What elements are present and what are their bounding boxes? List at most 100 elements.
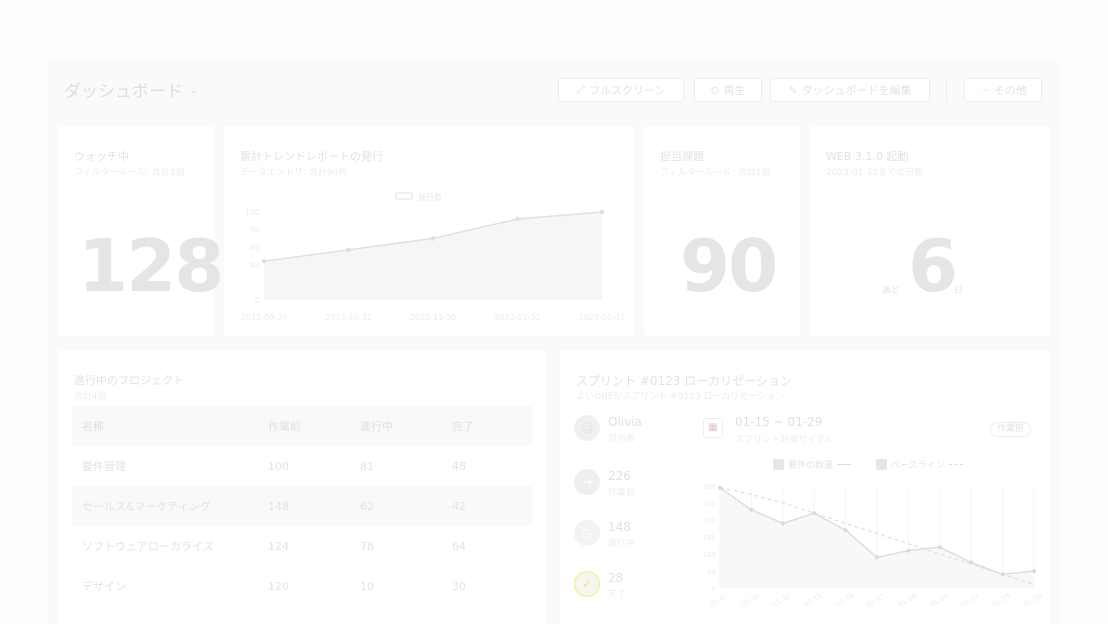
edit-dashboard-button[interactable]: ✎ ダッシュボードを編集 — [770, 78, 930, 102]
legend-baseline[interactable]: ベースライン — [876, 458, 963, 471]
card-subtitle: 2023-01-22までの日数 — [826, 168, 924, 178]
legend-label: ベースライン — [891, 461, 945, 471]
assigned-card[interactable]: 担当課題 フィルタールール: 合計1個 90 — [644, 126, 800, 336]
edit-label: ダッシュボードを編集 — [801, 84, 912, 97]
todo-value: 226 — [608, 469, 631, 483]
play-button[interactable]: ⊙ 再生 — [694, 78, 762, 102]
y-tick-label: 0 — [712, 585, 716, 593]
done-count: 64 — [452, 539, 466, 553]
data-point — [430, 236, 436, 241]
data-point — [906, 548, 911, 553]
data-point — [875, 555, 879, 560]
y-tick-label: 100 — [245, 208, 260, 217]
projects-table: 名称 作業前 進行中 完了 要件管理 100 81 48 セールス&マーケティン… — [72, 406, 532, 606]
doing-count: 62 — [360, 499, 374, 513]
table-row[interactable]: 要件管理 100 81 48 — [72, 446, 532, 486]
sprint-range: 01-15 ~ 01-29 — [735, 415, 823, 429]
projects-card[interactable]: 進行中のプロジェクト 合計4個 — [58, 350, 546, 624]
doing-value: 148 — [608, 520, 631, 534]
pencil-icon: ✎ — [788, 83, 798, 97]
card-title: ウォッチ中 — [74, 150, 129, 163]
card-subtitle: フィルタールール: 合計1個 — [74, 168, 185, 178]
card-subtitle: データエントリ: 合計90件 — [240, 168, 348, 178]
data-point — [346, 247, 351, 253]
todo-label: 作業前 — [608, 488, 636, 498]
todo-stat: → 226 作業前 — [574, 469, 635, 498]
sprint-breadcrumb: よいONES/スプリント #0123 ローカリゼーション — [576, 392, 785, 402]
y-tick-label: 0 — [255, 296, 260, 305]
table-row[interactable]: デザイン 120 10 30 — [72, 566, 532, 606]
project-name: セールス&マーケティング — [82, 500, 211, 513]
done-label: 完了 — [608, 590, 627, 600]
baseline-line — [719, 487, 1035, 586]
status-badge: 作業前 — [990, 422, 1032, 437]
x-tick-label: 01-07 — [708, 592, 730, 609]
checkbox-icon — [876, 459, 887, 470]
y-tick-label: 100 — [703, 551, 716, 559]
done-stat: ✓ 28 完了 — [574, 571, 626, 600]
x-tick-label: 01-12 — [771, 592, 793, 609]
data-point — [780, 521, 785, 526]
y-tick-label: 150 — [703, 534, 716, 542]
doing-count: 10 — [360, 579, 374, 593]
data-point — [1032, 569, 1036, 573]
card-title: 担当課題 — [660, 150, 704, 163]
doing-stat: ◷ 148 進行中 — [574, 520, 635, 549]
checkbox-icon — [773, 459, 784, 470]
card-subtitle: フィルタールール: 合計1個 — [660, 168, 771, 178]
data-point — [718, 485, 722, 490]
card-title: WEB 3.1.0 起動 — [826, 150, 909, 163]
table-row[interactable]: セールス&マーケティング 148 62 42 — [72, 486, 532, 526]
x-tick-label: 01-16 — [834, 591, 856, 608]
todo-count: 124 — [268, 539, 289, 553]
x-tick-label: 2023-01-31 — [579, 313, 626, 322]
x-tick-label: 01-17 — [865, 592, 887, 609]
card-subtitle: 合計4個 — [74, 392, 107, 402]
doing-count: 78 — [360, 539, 374, 553]
card-title: 進行中のプロジェクト — [74, 374, 184, 387]
watching-count: 128 — [78, 224, 224, 308]
fullscreen-button[interactable]: ⤢ フルスクリーン — [558, 78, 684, 102]
project-name: 要件管理 — [82, 460, 126, 473]
card-title: 累計トレンドレポートの発行 — [240, 150, 383, 163]
project-name: ソフトウェアローカライズ — [82, 540, 214, 553]
x-tick-label: 2022-11-30 — [410, 313, 457, 322]
x-tick-label: 2022-09-30 — [241, 313, 288, 322]
table-row[interactable]: ソフトウェアローカライズ 124 78 64 — [72, 526, 532, 566]
data-point — [261, 259, 267, 264]
y-tick-label: 50 — [707, 568, 716, 576]
legend-label: 発行数 — [418, 192, 442, 202]
x-tick-label: 01-19 — [897, 592, 919, 609]
done-count: 48 — [452, 459, 466, 473]
table-header-row: 名称 作業前 進行中 完了 — [72, 406, 532, 446]
done-count: 42 — [452, 499, 466, 513]
x-tick-label: 01-10 — [740, 592, 762, 609]
arrow-right-icon: → — [574, 469, 600, 495]
legend-swatch — [395, 192, 413, 200]
column-header[interactable]: 完了 — [452, 420, 474, 433]
data-point — [599, 209, 605, 215]
burndown-chart: 300 250 200 150 100 50 001-07 01-10 01-12 01-15 01… — [703, 483, 1044, 609]
data-point — [969, 560, 974, 565]
dashboard-title[interactable]: ダッシュボード ⌄ — [64, 77, 198, 102]
column-header[interactable]: 進行中 — [360, 420, 393, 433]
x-tick-label: 01-15 — [802, 592, 824, 609]
data-point — [937, 545, 942, 550]
clock-icon: ◷ — [574, 520, 600, 546]
legend-label: 要件の数量 — [788, 461, 834, 471]
more-label: その他 — [993, 84, 1027, 97]
check-icon: ✓ — [574, 571, 600, 597]
column-header[interactable]: 名称 — [82, 420, 104, 433]
sprint-cycle-label: スプリント計画サイクル — [735, 435, 834, 445]
legend-count[interactable]: 要件の数量 — [773, 458, 852, 471]
release-card[interactable]: WEB 3.1.0 起動 2023-01-22までの日数 あと 6 日 — [810, 126, 1050, 336]
doing-label: 進行中 — [608, 539, 636, 549]
todo-count: 120 — [268, 579, 289, 593]
data-point — [812, 511, 817, 516]
y-tick-label: 40 — [250, 261, 260, 270]
todo-count: 148 — [268, 499, 289, 513]
more-button[interactable]: ··· その他 — [964, 78, 1042, 102]
column-header[interactable]: 作業前 — [268, 420, 301, 433]
watching-card[interactable]: ウォッチ中 フィルタールール: 合計1個 128 — [58, 126, 224, 336]
x-tick-label: 01-23 — [959, 592, 981, 609]
